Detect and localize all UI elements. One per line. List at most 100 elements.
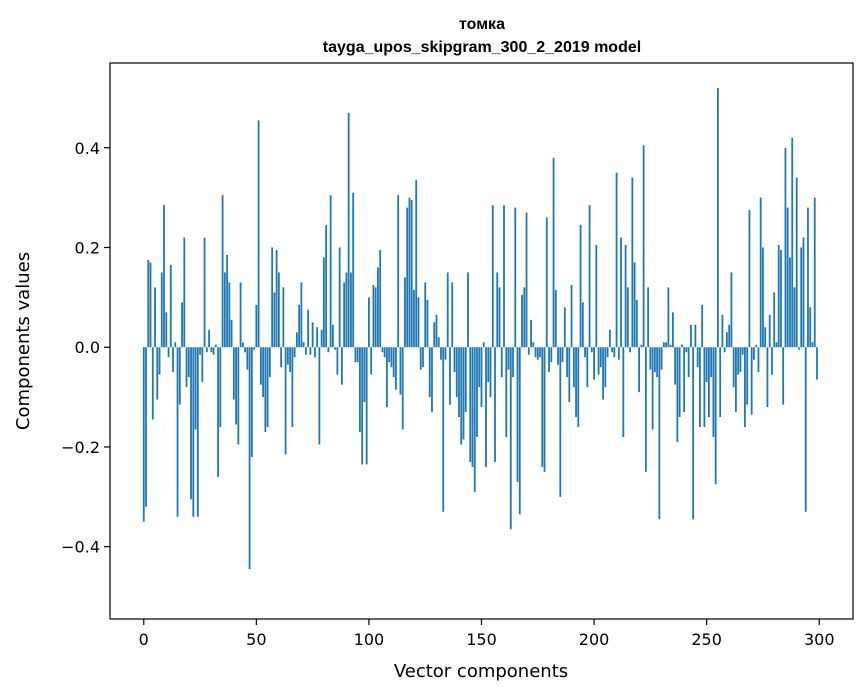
bar: [390, 347, 393, 368]
bar: [593, 347, 595, 380]
bar: [775, 342, 778, 348]
bar: [784, 147, 787, 348]
bar: [257, 120, 260, 348]
bar: [782, 347, 785, 405]
bar: [203, 237, 206, 348]
bar: [590, 347, 593, 353]
y-tick-label: 0.2: [75, 239, 100, 258]
bar: [780, 250, 782, 348]
bar: [509, 347, 512, 530]
bar: [771, 347, 773, 375]
bar: [464, 347, 467, 413]
bar: [194, 347, 197, 430]
bar: [800, 247, 803, 348]
bar: [798, 347, 800, 350]
bar: [482, 342, 485, 348]
bar: [377, 267, 379, 348]
bar: [190, 347, 192, 500]
bar: [791, 137, 794, 348]
bar: [518, 347, 521, 515]
bar: [577, 347, 580, 428]
bar: [665, 342, 668, 348]
bar: [379, 250, 382, 348]
bar: [320, 329, 323, 348]
bar: [762, 247, 764, 348]
bar: [543, 347, 546, 472]
bar: [525, 212, 528, 348]
bar: [489, 347, 492, 398]
bar: [221, 195, 224, 348]
bar: [322, 257, 325, 348]
bar: [795, 177, 798, 348]
bar: [748, 210, 751, 348]
bar: [708, 347, 710, 418]
bar: [313, 347, 316, 358]
bar: [248, 347, 251, 570]
bar: [606, 347, 609, 358]
bar: [703, 347, 706, 428]
bar: [187, 347, 190, 378]
bar: [527, 347, 530, 355]
x-tick-label: 250: [691, 630, 722, 649]
bar: [214, 344, 217, 348]
bar: [374, 287, 377, 348]
bar: [226, 254, 228, 348]
bar: [647, 287, 650, 348]
bar: [244, 347, 246, 353]
bar: [196, 347, 199, 517]
bar: [651, 347, 654, 430]
bar: [356, 347, 359, 363]
bar: [653, 347, 656, 373]
bar: [613, 347, 616, 358]
bar: [586, 347, 589, 388]
bar: [273, 292, 276, 348]
bar: [478, 347, 481, 388]
bar: [789, 257, 791, 348]
x-axis-ticks: 0 50 100 150 200 250 300: [139, 619, 835, 649]
bar: [255, 304, 258, 348]
bar: [741, 347, 744, 355]
bar: [680, 344, 683, 348]
bar: [496, 272, 499, 348]
bar: [604, 347, 607, 388]
bar: [266, 347, 269, 428]
bar: [559, 347, 562, 497]
x-tick-label: 300: [804, 630, 835, 649]
bar: [563, 307, 566, 348]
x-tick-label: 200: [579, 630, 610, 649]
bar: [471, 347, 474, 467]
bar: [264, 347, 267, 432]
bar: [642, 145, 645, 348]
bar: [309, 347, 312, 355]
bar: [368, 297, 370, 348]
bar: [674, 347, 677, 385]
bar: [532, 342, 535, 348]
bar: [494, 347, 496, 462]
bar: [696, 347, 699, 368]
bar: [145, 347, 147, 507]
bar: [419, 347, 422, 370]
bar: [381, 347, 384, 353]
bar: [660, 347, 663, 370]
bar: [282, 287, 285, 348]
bar: [451, 282, 454, 348]
bar: [399, 347, 402, 395]
bar: [372, 284, 375, 348]
bar: [615, 172, 618, 348]
bar: [462, 347, 465, 440]
bar: [669, 344, 672, 348]
bar: [363, 347, 366, 403]
bar: [667, 287, 670, 348]
bar: [719, 347, 722, 418]
bar: [550, 347, 553, 363]
bar: [406, 207, 409, 348]
bar: [656, 347, 659, 378]
bar: [521, 294, 523, 348]
bar: [246, 347, 249, 370]
bar: [469, 347, 472, 462]
bar: [480, 347, 483, 408]
bar: [383, 347, 386, 358]
bar: [714, 347, 717, 485]
bar: [498, 287, 501, 348]
